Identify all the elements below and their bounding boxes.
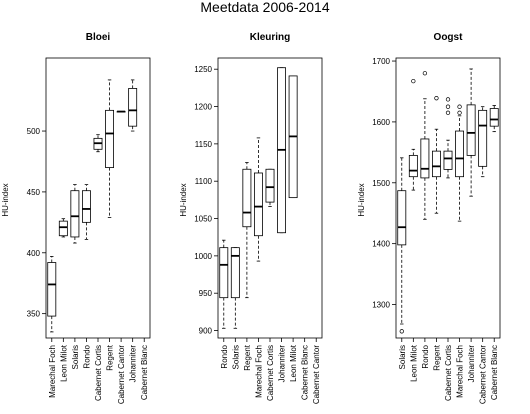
x-tick-label: Leon Milot	[289, 344, 298, 382]
x-tick-label: Leon Milot	[409, 344, 418, 382]
box	[47, 262, 57, 317]
x-tick-label: Marechal Foch	[456, 345, 465, 398]
box	[82, 190, 91, 223]
x-tick-label: Marechal Foch	[48, 345, 57, 398]
panel-title: Bloei	[86, 32, 111, 43]
box	[478, 109, 488, 167]
panel-bloei: Bloei HU-index 350 400 450 500 Marechal Foch…	[1, 32, 151, 404]
y-tick-label: 1300	[372, 301, 390, 310]
box	[70, 190, 80, 238]
box	[455, 130, 464, 178]
box	[397, 190, 407, 246]
x-tick-label: Cabernet Cantor	[117, 345, 126, 404]
y-tick-label: 450	[27, 188, 41, 197]
box	[466, 104, 476, 156]
y-tick-label: 1050	[194, 215, 212, 224]
y-axis-label: HU-index	[357, 183, 366, 216]
box	[420, 138, 430, 179]
x-tick-label: Cabernet Blanc	[490, 345, 499, 400]
x-tick-label: Cabernet Cortis	[266, 345, 275, 401]
box	[58, 220, 68, 237]
x-tick-label: Regent	[106, 344, 115, 371]
outlier-point	[457, 110, 462, 115]
y-tick-label: 1000	[194, 252, 212, 261]
x-tick-label: Johanniter	[467, 345, 476, 383]
x-tick-label: Johanniter	[129, 345, 138, 383]
y-tick-label: 1150	[195, 140, 213, 149]
y-tick-label: 1500	[372, 179, 390, 188]
y-tick-label: 1200	[194, 103, 212, 112]
outlier-point	[411, 78, 416, 84]
y-tick-label: 1100	[195, 177, 213, 186]
figure-title: Meetdata 2006-2014	[200, 0, 329, 15]
x-tick-label: Regent	[432, 344, 441, 371]
box	[105, 109, 114, 168]
outlier-point	[399, 329, 404, 334]
y-tick-label: 1600	[372, 118, 390, 127]
outlier-point	[457, 104, 462, 109]
box	[408, 154, 418, 178]
y-axis-label: HU-index	[179, 183, 188, 216]
box	[219, 247, 229, 299]
x-tick-label: Rondo	[220, 344, 229, 368]
y-tick-label: 900	[199, 327, 213, 336]
box	[265, 168, 275, 203]
box	[431, 150, 441, 178]
x-tick-label: Cabernet Cantor	[312, 345, 321, 404]
y-tick-label: 350	[27, 310, 41, 319]
y-tick-label: 500	[27, 127, 41, 136]
plot-frame	[395, 57, 501, 339]
box	[242, 168, 252, 228]
y-tick-label: 1400	[372, 240, 390, 249]
box	[253, 172, 263, 237]
x-tick-label: Solaris	[231, 345, 240, 369]
panel-title: Kleuring	[250, 32, 291, 43]
box	[230, 247, 240, 299]
x-tick-label: Cabernet Blanc	[140, 345, 149, 400]
panel-title: Oogst	[434, 32, 464, 43]
box	[443, 150, 453, 170]
x-tick-label: Cabernet Cortis	[444, 345, 453, 401]
outlier-point	[422, 71, 428, 76]
x-tick-label: Johanniter	[278, 345, 287, 383]
outlier-point	[434, 96, 439, 101]
x-tick-label: Solaris	[71, 345, 80, 369]
outlier-point	[445, 110, 451, 115]
x-tick-label: Cabernet Cortis	[94, 345, 103, 401]
x-tick-label: Cabernet Cantor	[479, 345, 488, 404]
x-tick-label: Rondo	[421, 344, 430, 368]
x-tick-label: Solaris	[398, 345, 407, 369]
outlier-point	[445, 104, 451, 109]
x-tick-label: Regent	[243, 344, 252, 371]
y-tick-label: 1250	[194, 65, 212, 74]
y-axis-label: HU-index	[1, 183, 10, 216]
x-tick-label: Marechal Foch	[254, 345, 263, 398]
x-tick-label: Cabernet Blanc	[301, 345, 310, 400]
panel-oogst: Oogst HU-index 1300 1400 1500 1600 1700 Solar…	[357, 32, 501, 404]
x-tick-label: Rondo	[82, 344, 91, 368]
outlier-point	[445, 97, 451, 102]
panel-kleuring: Kleuring HU-index 900 950 1000 1050 1100 1150…	[179, 32, 323, 404]
box	[489, 108, 499, 127]
y-tick-label: 1700	[372, 57, 390, 66]
y-tick-label: 950	[199, 289, 213, 298]
box	[128, 88, 138, 127]
x-tick-label: Leon Milot	[59, 344, 68, 382]
y-tick-label: 400	[27, 249, 41, 258]
